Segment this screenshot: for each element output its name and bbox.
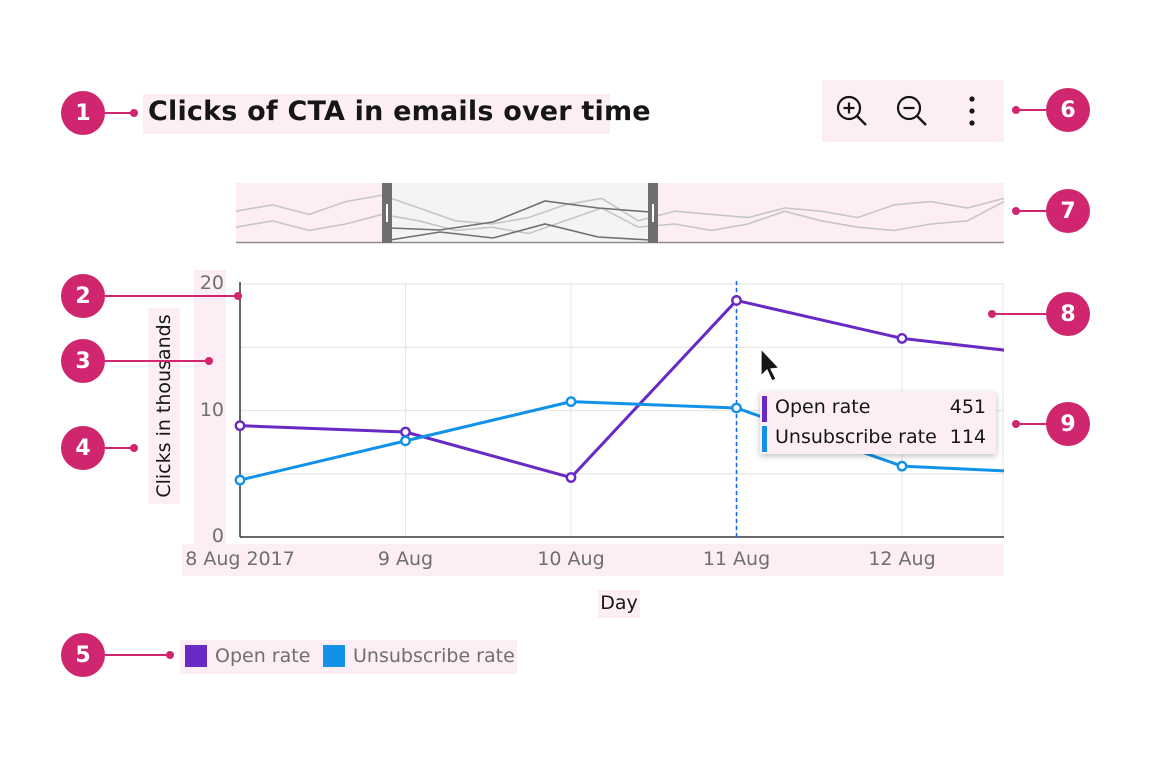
legend-highlight xyxy=(180,640,517,674)
annotation-marker-9: 9 xyxy=(1046,402,1090,446)
annotation-marker-1: 1 xyxy=(61,91,105,135)
data-point-unsubscribe-rate[interactable] xyxy=(234,474,246,486)
zoom-bar-line xyxy=(235,200,1005,235)
y-tick-label: 10 xyxy=(199,398,224,421)
annotation-marker-3: 3 xyxy=(61,339,105,383)
legend-item-unsubscribe-rate[interactable]: Unsubscribe rate xyxy=(323,645,515,667)
annotation-dot xyxy=(1012,420,1020,428)
zoom-in-icon xyxy=(836,95,867,126)
tooltip-row-unsubscribe-rate: Unsubscribe rate 114 xyxy=(760,424,996,452)
annotation-dot xyxy=(130,109,138,117)
annotation-dot xyxy=(1012,207,1020,215)
tooltip-label: Unsubscribe rate xyxy=(775,426,937,448)
annotation-marker-5: 5 xyxy=(61,633,105,677)
zoom-bar-left-grip xyxy=(386,204,388,222)
data-point-open-rate[interactable] xyxy=(234,420,246,432)
series-line-unsubscribe-rate[interactable] xyxy=(239,400,1005,482)
chart-tooltip: Open rate 451 Unsubscribe rate 114 xyxy=(760,392,996,454)
zoom-out-button[interactable] xyxy=(882,80,942,142)
annotation-dot xyxy=(130,444,138,452)
overflow-menu-button[interactable] xyxy=(942,80,1002,142)
legend-label: Unsubscribe rate xyxy=(353,645,515,667)
y-axis-ticks-highlight xyxy=(194,270,226,546)
y-tick-label: 20 xyxy=(199,272,224,294)
tooltip-row-open-rate: Open rate 451 xyxy=(760,394,996,422)
tooltip-value: 114 xyxy=(949,426,986,448)
x-axis-title: Day xyxy=(600,592,638,614)
data-point-unsubscribe-rate[interactable] xyxy=(731,402,742,414)
annotation-dot xyxy=(1012,106,1020,114)
annotation-marker-2: 2 xyxy=(61,274,105,318)
legend-item-open-rate[interactable]: Open rate xyxy=(185,645,310,667)
tooltip-color-indicator xyxy=(762,396,767,422)
x-tick-label: 11 Aug xyxy=(702,548,771,570)
tooltip-color-indicator xyxy=(762,426,767,452)
data-point-open-rate[interactable] xyxy=(565,472,577,483)
mouse-cursor-icon xyxy=(760,347,781,382)
annotation-dot xyxy=(988,310,996,318)
annotation-dot xyxy=(166,651,174,659)
x-tick-label: 12 Aug xyxy=(868,548,936,570)
annotation-marker-8: 8 xyxy=(1046,292,1090,336)
data-point-unsubscribe-rate[interactable] xyxy=(896,460,908,472)
zoom-bar-selected-line xyxy=(389,200,651,231)
legend-label: Open rate xyxy=(215,645,311,667)
zoom-in-button[interactable] xyxy=(822,80,882,142)
tooltip-value: 451 xyxy=(949,396,986,418)
annotation-dot xyxy=(234,292,242,300)
y-tick-label: 0 xyxy=(211,525,224,547)
x-axis-ticks-highlight xyxy=(182,544,1004,576)
zoom-bar-right-grip xyxy=(652,204,654,222)
data-point-unsubscribe-rate[interactable] xyxy=(565,396,577,408)
zoom-out-icon xyxy=(896,95,927,126)
series-line-open-rate[interactable] xyxy=(239,298,1005,480)
legend-swatch-unsubscribe-rate xyxy=(323,645,345,667)
x-tick-label: 10 Aug xyxy=(537,548,605,570)
toolbar xyxy=(822,80,1004,142)
x-tick-label: 8 Aug 2017 xyxy=(185,548,295,570)
data-point-open-rate[interactable] xyxy=(896,332,908,344)
chart-title: Clicks of CTA in emails over time xyxy=(148,96,651,127)
annotation-marker-4: 4 xyxy=(61,426,105,470)
y-axis-title-highlight xyxy=(148,308,180,504)
x-axis-title-highlight xyxy=(598,590,640,618)
annotation-marker-6: 6 xyxy=(1046,88,1090,132)
data-point-unsubscribe-rate[interactable] xyxy=(400,435,411,447)
legend-swatch-open-rate xyxy=(185,645,207,667)
zoom-bar-selected-line xyxy=(389,223,651,241)
x-tick-label: 9 Aug xyxy=(377,548,434,570)
annotation-dot xyxy=(205,357,213,365)
data-point-open-rate[interactable] xyxy=(731,295,742,306)
tooltip-label: Open rate xyxy=(775,396,871,418)
annotation-marker-7: 7 xyxy=(1046,189,1090,233)
title-highlight xyxy=(143,94,610,134)
overflow-menu-icon xyxy=(969,96,975,126)
